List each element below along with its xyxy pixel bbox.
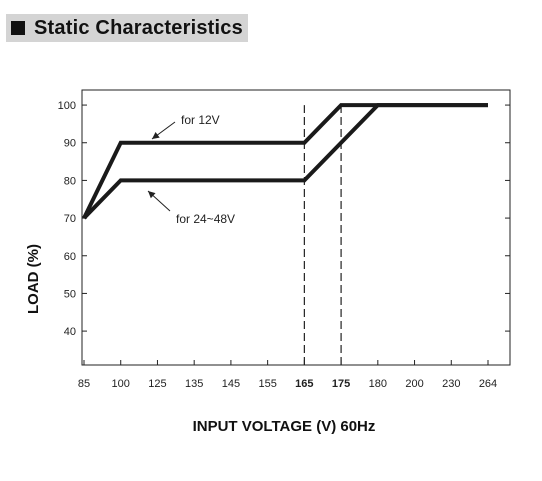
series-lines: [82, 103, 488, 220]
x-tick-label: 135: [185, 378, 203, 390]
label-24-48v-arrow-head: [148, 191, 156, 199]
section-header: Static Characteristics: [6, 14, 248, 42]
header-square-icon: [11, 21, 25, 35]
series-line-1: [82, 103, 488, 219]
y-tick-label: 50: [64, 288, 76, 300]
y-axis-title: LOAD (%): [25, 244, 42, 314]
series-label-24-48v: for 24~48V: [176, 212, 235, 226]
y-tick-label: 80: [64, 175, 76, 187]
y-tick-label: 40: [64, 326, 76, 338]
x-tick-label: 264: [479, 378, 497, 390]
x-axis-title: INPUT VOLTAGE (V) 60Hz: [193, 418, 376, 435]
x-tick-label: 175: [332, 378, 350, 390]
series-label-12v: for 12V: [181, 113, 220, 127]
y-tick-label: 70: [64, 213, 76, 225]
x-tick-label: 155: [258, 378, 276, 390]
y-tick-label: 60: [64, 251, 76, 263]
x-tick-label: 145: [222, 378, 240, 390]
y-axis: 40 50 60 70 80 90 100: [58, 100, 510, 338]
y-tick-label: 100: [58, 100, 76, 112]
y-tick-label: 90: [64, 138, 76, 150]
x-tick-label: 125: [148, 378, 166, 390]
x-tick-label: 200: [405, 378, 423, 390]
plot-area-frame: [81, 89, 511, 366]
series-annotations: for 12V for 24~48V: [147, 113, 235, 226]
x-tick-label: 100: [112, 378, 130, 390]
label-12v-arrow-head: [152, 132, 160, 139]
x-tick-label: 180: [369, 378, 387, 390]
series-line-2: [82, 103, 488, 220]
reference-lines: [303, 105, 342, 365]
x-tick-label: 85: [78, 378, 90, 390]
x-tick-label: 230: [442, 378, 460, 390]
section-title: Static Characteristics: [34, 16, 243, 39]
x-axis: 85 100 125 135 145 155 165 175 180 200 230 264: [78, 360, 497, 390]
x-tick-label: 165: [295, 378, 313, 390]
